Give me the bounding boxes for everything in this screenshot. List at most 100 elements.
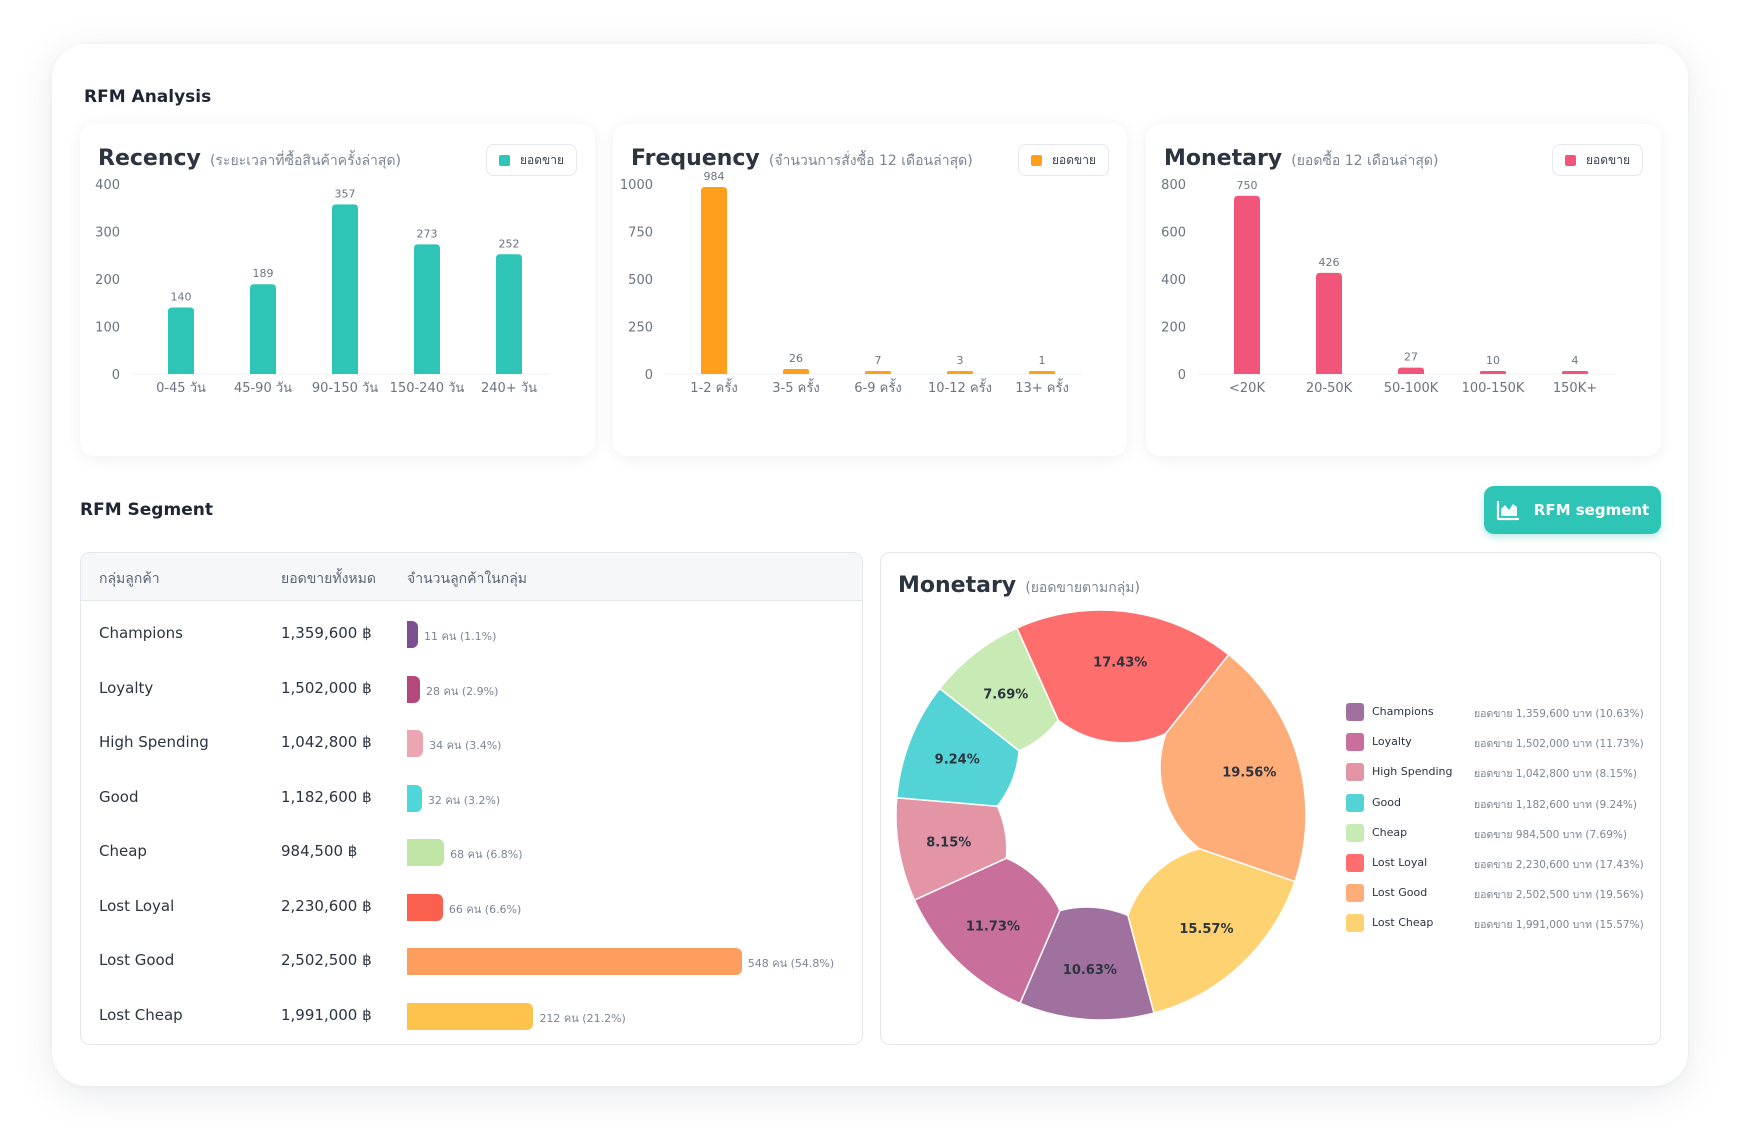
- legend-swatch: [1346, 884, 1364, 903]
- rfm-segment-button[interactable]: RFM segment: [1484, 486, 1661, 534]
- segment-name: Lost Loyal: [99, 896, 175, 915]
- legend-item[interactable]: Loyalty ยอดขาย 1,502,000 บาท (11.73%): [1346, 731, 1646, 752]
- bar-value-label: 27: [1404, 351, 1418, 364]
- y-tick-label: 0: [1178, 368, 1186, 383]
- table-row[interactable]: Loyalty 1,502,000 ฿ 28 คน (2.9%): [81, 662, 862, 716]
- frequency-title: Frequency: [631, 146, 760, 171]
- chart-area-icon: [1496, 500, 1519, 521]
- bar[interactable]: [783, 369, 809, 374]
- segment-name: Cheap: [99, 842, 147, 860]
- table-row[interactable]: Champions 1,359,600 ฿ 11 คน (1.1%): [81, 607, 862, 661]
- bar-value-label: 140: [171, 291, 192, 304]
- donut-slice-label: 7.69%: [983, 687, 1028, 702]
- legend-name: Cheap: [1372, 825, 1408, 839]
- legend-swatch: [1346, 763, 1364, 782]
- legend-item[interactable]: Lost Good ยอดขาย 2,502,500 บาท (19.56%): [1346, 882, 1646, 903]
- legend-value: ยอดขาย 1,502,000 บาท (11.73%): [1474, 738, 1644, 751]
- legend-name: Champions: [1372, 705, 1434, 718]
- table-header: กลุ่มลูกค้า ยอดขายทั้งหมด จำนวนลูกค้าในก…: [81, 553, 862, 601]
- table-row[interactable]: Lost Good 2,502,500 ฿ 548 คน (54.8%): [81, 934, 862, 988]
- y-tick-label: 250: [628, 321, 653, 336]
- bar-value-label: 273: [417, 227, 438, 240]
- col-group: กลุ่มลูกค้า: [99, 571, 160, 587]
- legend-name: Lost Good: [1372, 886, 1428, 900]
- table-row[interactable]: Lost Cheap 1,991,000 ฿ 212 คน (21.2%): [81, 989, 862, 1043]
- count-bar: [407, 948, 742, 975]
- legend-value: ยอดขาย 2,230,600 บาท (17.43%): [1474, 859, 1644, 871]
- table-row[interactable]: Lost Loyal 2,230,600 ฿ 66 คน (6.6%): [81, 880, 862, 934]
- legend-item[interactable]: Good ยอดขาย 1,182,600 บาท (9.24%): [1346, 792, 1646, 812]
- legend-item[interactable]: Champions ยอดขาย 1,359,600 บาท (10.63%): [1346, 701, 1646, 721]
- donut-slice[interactable]: [1159, 653, 1307, 883]
- legend-swatch: [1346, 823, 1364, 842]
- table-row[interactable]: High Spending 1,042,800 ฿ 34 คน (3.4%): [81, 716, 862, 770]
- recency-legend[interactable]: ยอดขาย: [485, 144, 577, 176]
- legend-label: ยอดขาย: [1051, 152, 1096, 167]
- y-tick-label: 500: [628, 273, 653, 288]
- segment-table: กลุ่มลูกค้า ยอดขายทั้งหมด จำนวนลูกค้าในก…: [80, 552, 863, 1045]
- segment-name: High Spending: [99, 733, 209, 751]
- count-bar: [407, 839, 445, 866]
- segment-amount: 1,991,000 ฿: [281, 1005, 372, 1024]
- x-tick-label: 3-5 ครั้ง: [772, 378, 819, 396]
- donut-slice-label: 9.24%: [935, 752, 980, 767]
- segment-count: 212 คน (21.2%): [539, 1011, 626, 1025]
- bar-value-label: 3: [957, 354, 964, 367]
- donut-slice-label: 17.43%: [1093, 656, 1147, 671]
- segment-name: Lost Cheap: [99, 1005, 183, 1024]
- bar[interactable]: [496, 254, 522, 374]
- segment-name: Champions: [99, 624, 183, 642]
- bar[interactable]: [701, 187, 727, 374]
- legend-item[interactable]: Cheap ยอดขาย 984,500 บาท (7.69%): [1346, 822, 1646, 842]
- rfm-analysis-title: RFM Analysis: [84, 87, 212, 107]
- x-tick-label: 100-150K: [1462, 381, 1525, 396]
- legend-item[interactable]: Lost Loyal ยอดขาย 2,230,600 บาท (17.43%): [1346, 852, 1646, 872]
- bar[interactable]: [947, 371, 973, 374]
- segment-amount: 984,500 ฿: [281, 842, 358, 860]
- y-tick-label: 600: [1161, 226, 1186, 241]
- bar[interactable]: [1029, 371, 1055, 374]
- rfm-segment-title: RFM Segment: [80, 500, 213, 520]
- monetary-donut-card: Monetary (ยอดขายตามกลุ่ม) 10.63% 11.73% 8.…: [880, 552, 1661, 1045]
- bar[interactable]: [168, 307, 194, 375]
- legend-item[interactable]: High Spending ยอดขาย 1,042,800 บาท (8.15%…: [1346, 761, 1646, 782]
- segment-count: 34 คน (3.4%): [429, 739, 502, 752]
- bar[interactable]: [332, 204, 358, 374]
- x-tick-label: 150K+: [1553, 381, 1597, 396]
- frequency-card: Frequency (จำนวนการสั่งซื้อ 12 เดือนล่าส…: [613, 124, 1127, 456]
- rfm-segment-button-label: RFM segment: [1533, 501, 1650, 519]
- segment-amount: 1,502,000 ฿: [281, 678, 372, 697]
- segment-amount: 2,230,600 ฿: [281, 896, 372, 915]
- donut-slice[interactable]: [1015, 609, 1230, 744]
- legend-swatch: [1346, 914, 1364, 933]
- x-tick-label: 13+ ครั้ง: [1015, 378, 1069, 396]
- bar[interactable]: [865, 371, 891, 374]
- donut-slice[interactable]: [1127, 847, 1296, 1014]
- bar[interactable]: [1480, 371, 1506, 374]
- bar[interactable]: [1398, 367, 1424, 374]
- bar[interactable]: [250, 284, 276, 374]
- bar[interactable]: [414, 244, 440, 374]
- frequency-subtitle: (จำนวนการสั่งซื้อ 12 เดือนล่าสุด): [768, 153, 973, 169]
- segment-amount: 2,502,500 ฿: [281, 951, 372, 969]
- bar[interactable]: [1316, 272, 1342, 374]
- y-tick-label: 0: [112, 368, 120, 383]
- table-row[interactable]: Good 1,182,600 ฿ 32 คน (3.2%): [81, 771, 862, 825]
- x-tick-label: 0-45 วัน: [156, 381, 206, 396]
- legend-value: ยอดขาย 984,500 บาท (7.69%): [1474, 828, 1627, 841]
- monetary-legend[interactable]: ยอดขาย: [1551, 144, 1643, 176]
- donut-title: Monetary: [898, 573, 1017, 598]
- legend-swatch: [1346, 703, 1364, 721]
- frequency-legend[interactable]: ยอดขาย: [1017, 144, 1109, 176]
- count-bar: [407, 784, 422, 812]
- bar[interactable]: [1234, 195, 1260, 374]
- bar[interactable]: [1562, 371, 1588, 374]
- y-tick-label: 100: [95, 321, 120, 336]
- table-row[interactable]: Cheap 984,500 ฿ 68 คน (6.8%): [81, 825, 862, 879]
- legend-item[interactable]: Lost Cheap ยอดขาย 1,991,000 บาท (15.57%): [1346, 912, 1646, 933]
- y-tick-label: 200: [1161, 321, 1186, 336]
- bar-value-label: 252: [499, 237, 520, 250]
- frequency-bar-chart: 0 250 500 750 1000 984 1-2 ครั้ง 26 3-5 ครั้ง 7 6-…: [620, 170, 1083, 396]
- legend-value: ยอดขาย 1,042,800 บาท (8.15%): [1474, 768, 1637, 781]
- donut-slice-label: 15.57%: [1179, 922, 1233, 937]
